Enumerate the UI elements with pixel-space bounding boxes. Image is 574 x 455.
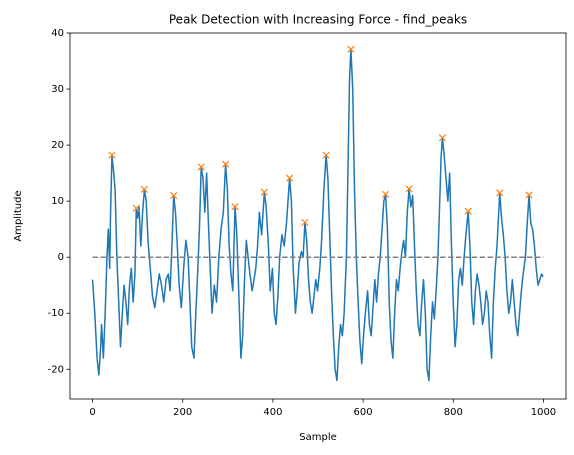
peak-marker xyxy=(260,188,268,196)
peak-marker xyxy=(132,204,140,213)
peak-marker xyxy=(382,190,390,199)
plot-frame xyxy=(69,32,567,400)
x-tick-label: 400 xyxy=(263,407,282,418)
chart-title: Peak Detection with Increasing Force - f… xyxy=(169,13,467,27)
peak-marker xyxy=(108,151,116,159)
y-tick-label: 0 xyxy=(58,252,64,263)
y-tick-label: 30 xyxy=(51,84,64,95)
peak-marker xyxy=(197,163,205,171)
y-tick-label: -10 xyxy=(48,308,64,319)
x-axis-label: Sample xyxy=(299,432,337,443)
x-tick-label: 0 xyxy=(89,407,95,418)
x-tick-label: 600 xyxy=(354,407,373,418)
x-tick-label: 1000 xyxy=(531,407,556,418)
peak-marker xyxy=(405,185,413,193)
peak-marker xyxy=(525,191,533,199)
peak-marker xyxy=(140,185,149,194)
y-tick-label: 20 xyxy=(51,140,64,151)
peak-marker xyxy=(231,203,239,211)
signal-line xyxy=(91,48,544,382)
peak-marker xyxy=(285,174,294,182)
x-tick-label: 200 xyxy=(173,407,192,418)
peak-marker xyxy=(496,189,504,197)
peak-marker xyxy=(170,191,178,200)
peak-marker xyxy=(438,134,447,142)
peak-marker xyxy=(301,218,309,227)
y-tick-label: -20 xyxy=(48,364,64,375)
y-axis-label: Amplitude xyxy=(13,190,24,241)
y-tick-label: 40 xyxy=(51,28,64,39)
y-tick-label: 10 xyxy=(51,196,64,207)
x-tick-label: 800 xyxy=(444,407,463,418)
peak-marker xyxy=(221,160,230,168)
peak-marker xyxy=(347,45,355,53)
peak-marker xyxy=(322,151,330,159)
peak-marker xyxy=(464,207,472,215)
